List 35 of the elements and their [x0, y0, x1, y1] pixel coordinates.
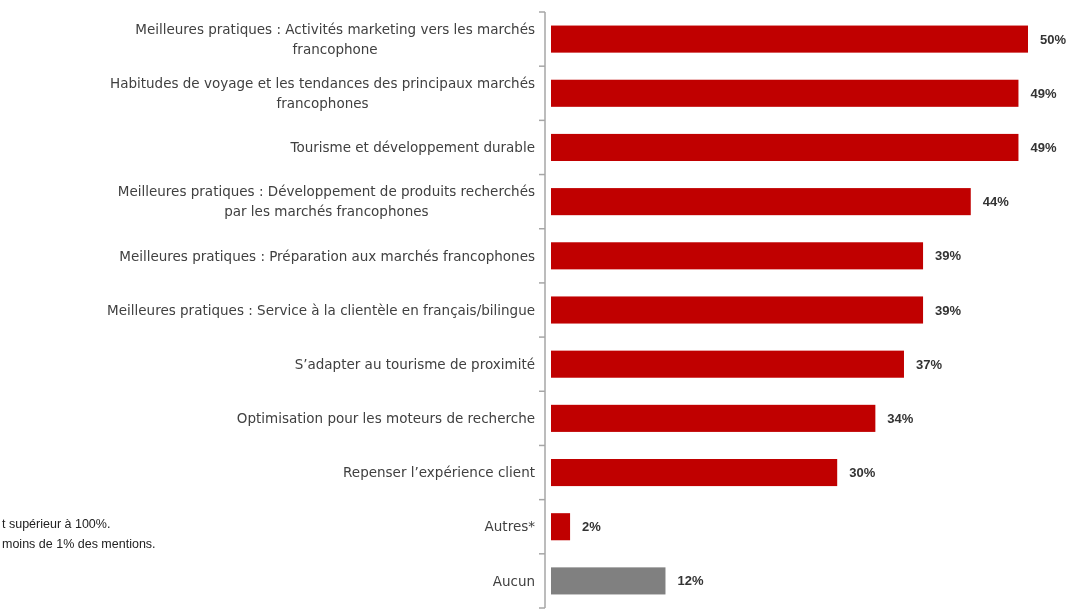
data-label: 44%: [982, 194, 1010, 210]
data-label: 49%: [1030, 140, 1057, 155]
data-label: 34%: [887, 410, 914, 426]
y-tick-label: Aucun: [492, 572, 535, 589]
data-label: 2%: [582, 519, 602, 535]
bar: [551, 188, 971, 216]
text: moins de 1% des mentions.: [2, 537, 156, 551]
y-tick-label: Optimisation pour les moteurs de recherche: [236, 410, 535, 427]
bar: [551, 133, 1019, 161]
y-tick-label: Autres*: [484, 518, 536, 535]
y-tick-label: Meilleures pratiques : Activités marketing vers les marchés francophone: [135, 20, 535, 57]
y-tick-label: Repenser l’expérience client: [343, 464, 535, 481]
bar: [551, 25, 1028, 53]
text: t supérieur à 100%.: [2, 517, 111, 531]
bar: [551, 296, 924, 324]
bar: [551, 567, 666, 595]
data-label: 50%: [1040, 31, 1067, 47]
y-tick-label: S’adapter au tourisme de proximité: [294, 355, 535, 372]
data-label: 30%: [849, 465, 876, 481]
y-tick-label: Meilleures pratiques : Service à la clientèle en français/bilingue: [107, 301, 535, 318]
data-label: 39%: [935, 302, 962, 318]
y-tick-label: Habitudes de voyage et les tendances des principaux marchés francophones: [110, 75, 535, 111]
bar: [551, 404, 876, 432]
data-label: 49%: [1030, 85, 1057, 101]
y-tick-label: Meilleures pratiques : Développement de produits recherchés par les marchés francophones: [117, 183, 535, 220]
data-label: 37%: [915, 356, 943, 372]
bar: [551, 513, 571, 541]
bar: [551, 79, 1019, 107]
y-tick-label: Tourisme et développement durable: [289, 139, 535, 156]
data-label: 39%: [935, 248, 962, 264]
y-tick-label: Meilleures pratiques : Préparation aux marchés francophones: [119, 247, 535, 264]
bar: [551, 350, 904, 378]
bar: [551, 459, 838, 487]
data-label: 12%: [677, 573, 704, 589]
bar: [551, 242, 924, 270]
